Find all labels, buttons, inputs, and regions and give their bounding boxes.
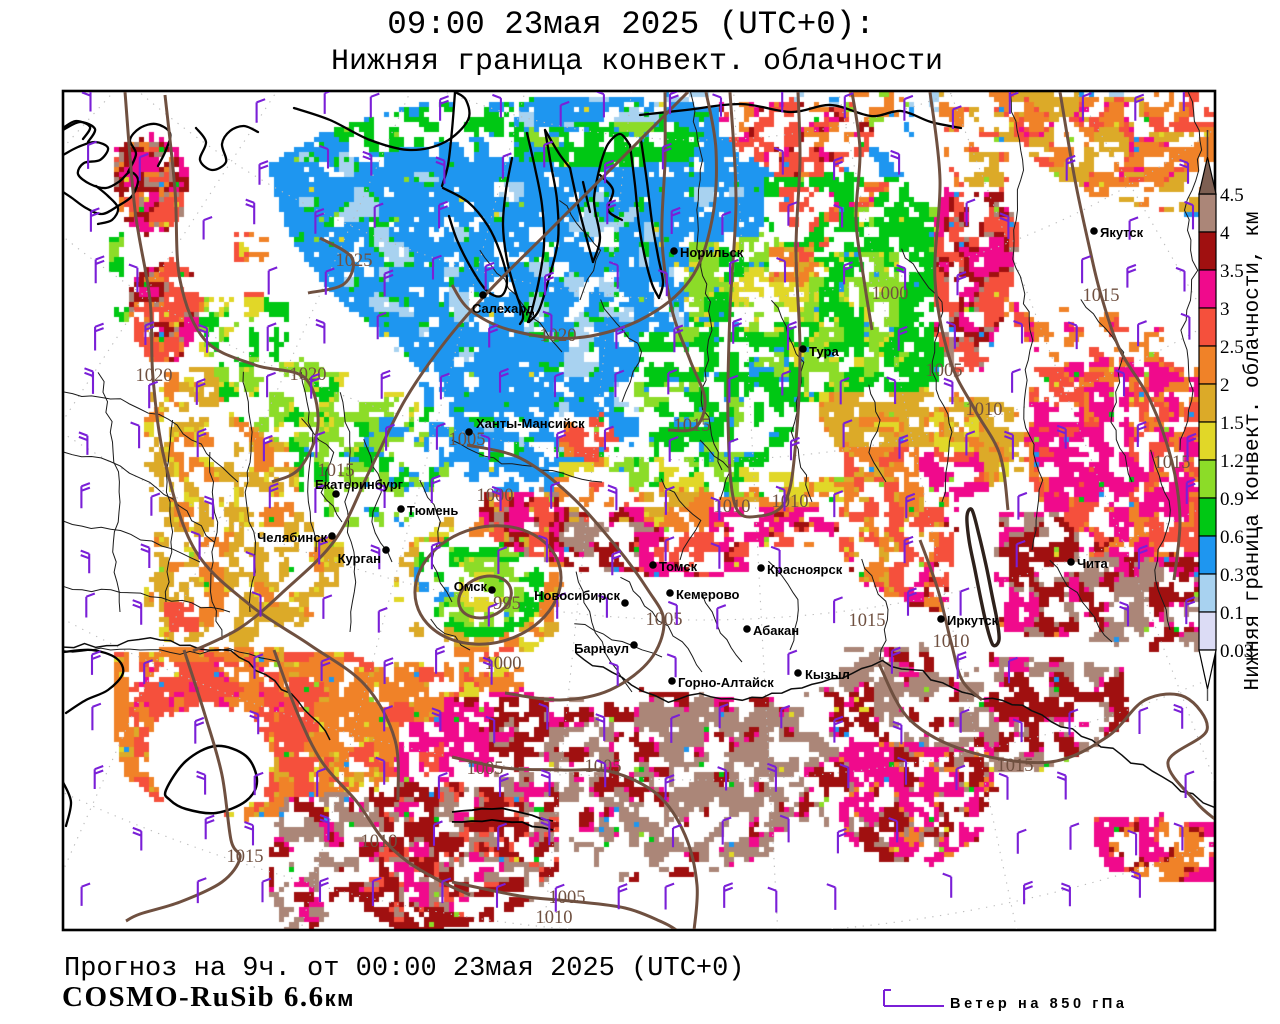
svg-text:Челябинск: Челябинск: [257, 530, 327, 545]
svg-text:0.6: 0.6: [1220, 527, 1244, 548]
svg-text:995: 995: [493, 594, 521, 614]
svg-text:1010: 1010: [361, 832, 398, 852]
svg-text:Барнаул: Барнаул: [574, 641, 629, 656]
svg-text:1015: 1015: [1083, 286, 1120, 306]
svg-text:1010: 1010: [933, 632, 970, 652]
svg-text:1.2: 1.2: [1220, 451, 1244, 472]
svg-text:Абакан: Абакан: [753, 623, 799, 638]
svg-text:Горно-Алтайск: Горно-Алтайск: [678, 675, 774, 690]
svg-text:COSMO-RuSib 6.6км: COSMO-RuSib 6.6км: [62, 981, 355, 1013]
svg-text:1015: 1015: [318, 461, 355, 481]
svg-text:Нижняя граница конвект. облачн: Нижняя граница конвект. облачности, км: [1242, 212, 1265, 691]
svg-text:1015: 1015: [849, 611, 886, 631]
svg-text:1020: 1020: [136, 366, 173, 386]
svg-text:Иркутск: Иркутск: [947, 613, 999, 628]
svg-text:2.5: 2.5: [1220, 337, 1244, 358]
svg-text:1000: 1000: [872, 284, 909, 304]
svg-text:Красноярск: Красноярск: [767, 562, 843, 577]
svg-text:Новосибирск: Новосибирск: [534, 588, 620, 603]
svg-text:1000: 1000: [477, 486, 514, 506]
svg-text:Якутск: Якутск: [1100, 225, 1144, 240]
svg-text:Тура: Тура: [809, 344, 839, 359]
svg-text:1010: 1010: [772, 492, 809, 512]
svg-text:Прогноз на 9ч. от 00:00 23мая: Прогноз на 9ч. от 00:00 23мая 2025 (UTC+…: [64, 954, 745, 984]
svg-text:1005: 1005: [646, 610, 683, 630]
svg-text:1010: 1010: [536, 908, 573, 928]
svg-text:Екатеринбург: Екатеринбург: [315, 477, 404, 492]
svg-text:2: 2: [1220, 375, 1230, 396]
svg-text:Ветер на 850 гПа: Ветер на 850 гПа: [950, 996, 1128, 1012]
svg-text:Салехард: Салехард: [472, 301, 535, 316]
svg-text:1010: 1010: [714, 497, 751, 517]
svg-text:3: 3: [1220, 299, 1230, 320]
svg-text:1000: 1000: [485, 654, 522, 674]
svg-text:3.5: 3.5: [1220, 261, 1244, 282]
svg-text:1015: 1015: [1154, 453, 1191, 473]
svg-text:1005: 1005: [549, 888, 586, 908]
svg-text:Курган: Курган: [338, 551, 381, 566]
svg-text:1020: 1020: [540, 326, 577, 346]
svg-text:1020: 1020: [290, 365, 327, 385]
svg-text:1015: 1015: [997, 756, 1034, 776]
svg-text:1005: 1005: [585, 757, 622, 777]
svg-text:1005: 1005: [926, 361, 963, 381]
svg-text:1.5: 1.5: [1220, 413, 1244, 434]
svg-text:1005: 1005: [449, 430, 486, 450]
svg-text:0.9: 0.9: [1220, 489, 1244, 510]
svg-text:1010: 1010: [966, 400, 1003, 420]
svg-text:1015: 1015: [227, 847, 264, 867]
svg-text:1015: 1015: [674, 416, 711, 436]
svg-text:Томск: Томск: [659, 559, 698, 574]
svg-text:Ханты-Мансийск: Ханты-Мансийск: [476, 416, 585, 431]
svg-text:Норильск: Норильск: [680, 245, 744, 260]
svg-text:09:00 23мая 2025 (UTC+0):: 09:00 23мая 2025 (UTC+0):: [387, 6, 875, 43]
svg-text:Нижняя граница конвект. облачн: Нижняя граница конвект. облачности: [331, 45, 943, 79]
svg-text:Тюмень: Тюмень: [407, 503, 458, 518]
svg-text:Чита: Чита: [1077, 556, 1108, 571]
svg-text:Омск: Омск: [454, 579, 488, 594]
svg-text:Кемерово: Кемерово: [676, 587, 740, 602]
svg-text:0.1: 0.1: [1220, 603, 1244, 624]
svg-text:4: 4: [1220, 223, 1230, 244]
svg-text:1025: 1025: [336, 251, 373, 271]
svg-text:4.5: 4.5: [1220, 185, 1244, 206]
svg-text:1005: 1005: [467, 759, 504, 779]
svg-text:Кызыл: Кызыл: [805, 667, 850, 682]
svg-text:0.3: 0.3: [1220, 565, 1244, 586]
svg-text:0.03: 0.03: [1220, 641, 1253, 662]
